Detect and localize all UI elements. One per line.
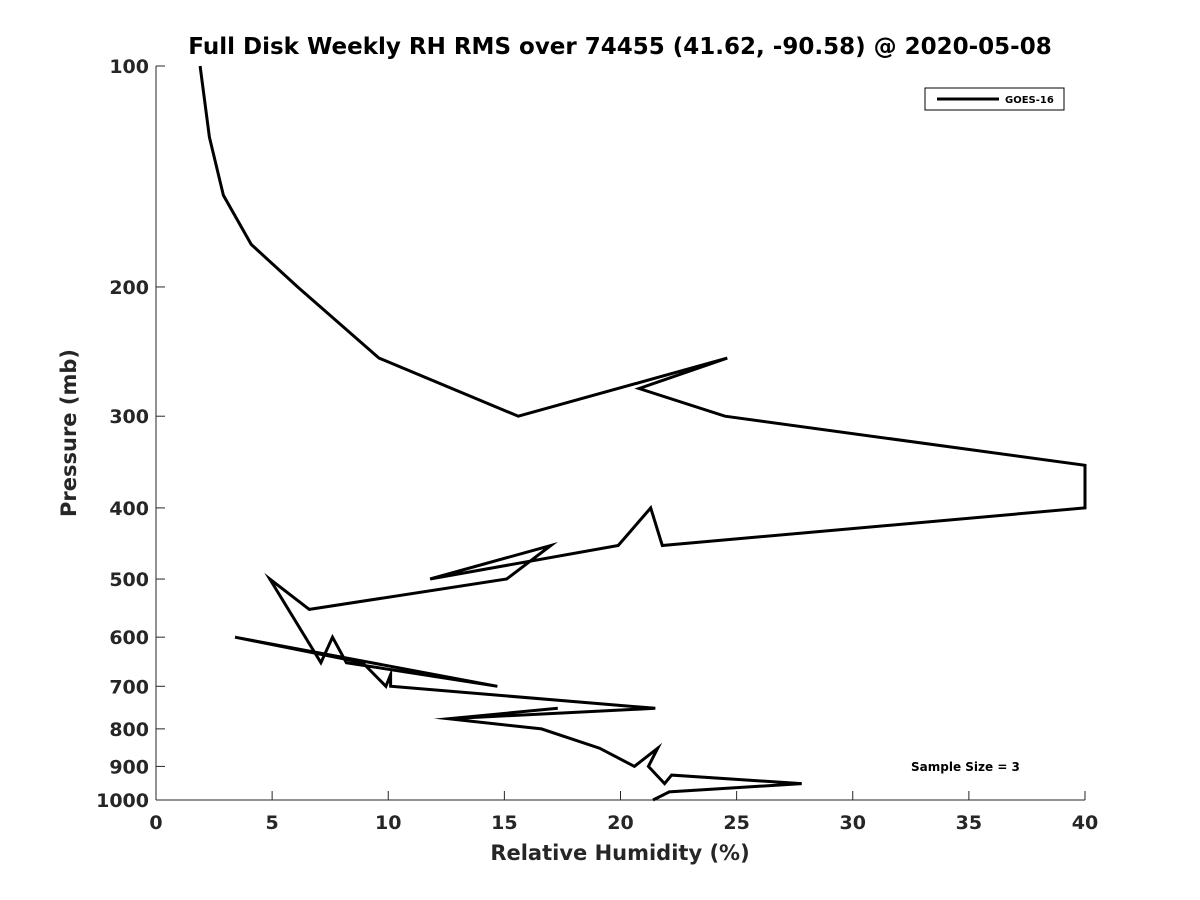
- y-tick-label: 1000: [96, 790, 149, 812]
- y-tick-label: 700: [109, 676, 149, 698]
- chart-title: Full Disk Weekly RH RMS over 74455 (41.6…: [188, 34, 1051, 60]
- y-tick-label: 300: [109, 406, 149, 428]
- y-axis-title: Pressure (mb): [57, 349, 81, 517]
- legend: GOES-16: [924, 87, 1065, 111]
- y-tick-label: 800: [109, 719, 149, 741]
- x-tick-label: 40: [1072, 812, 1098, 834]
- y-tick-label: 600: [109, 627, 149, 649]
- y-tick-label: 900: [109, 756, 149, 778]
- x-tick-label: 0: [149, 812, 162, 834]
- x-tick-label: 5: [266, 812, 279, 834]
- y-axis-ticks: 100 200 300 400 500 600 700 800 900 1000: [96, 56, 165, 812]
- x-tick-label: 10: [375, 812, 401, 834]
- series-layer: [198, 65, 1087, 802]
- x-axis-ticks: 0 5 10 15 20 25 30 35 40: [149, 791, 1098, 834]
- series-line-goes-16: [198, 65, 1087, 802]
- x-tick-label: 15: [491, 812, 517, 834]
- x-tick-label: 30: [840, 812, 866, 834]
- x-axis-title: Relative Humidity (%): [490, 841, 749, 865]
- y-tick-label: 100: [109, 56, 149, 78]
- y-tick-label: 500: [109, 569, 149, 591]
- legend-label-goes-16: GOES-16: [1005, 95, 1054, 106]
- axes: [155, 66, 1085, 801]
- x-tick-label: 25: [723, 812, 749, 834]
- x-tick-label: 20: [607, 812, 633, 834]
- y-tick-label: 400: [109, 498, 149, 520]
- x-tick-label: 35: [956, 812, 982, 834]
- sample-size-annotation: Sample Size = 3: [911, 760, 1020, 774]
- y-tick-label: 200: [109, 277, 149, 299]
